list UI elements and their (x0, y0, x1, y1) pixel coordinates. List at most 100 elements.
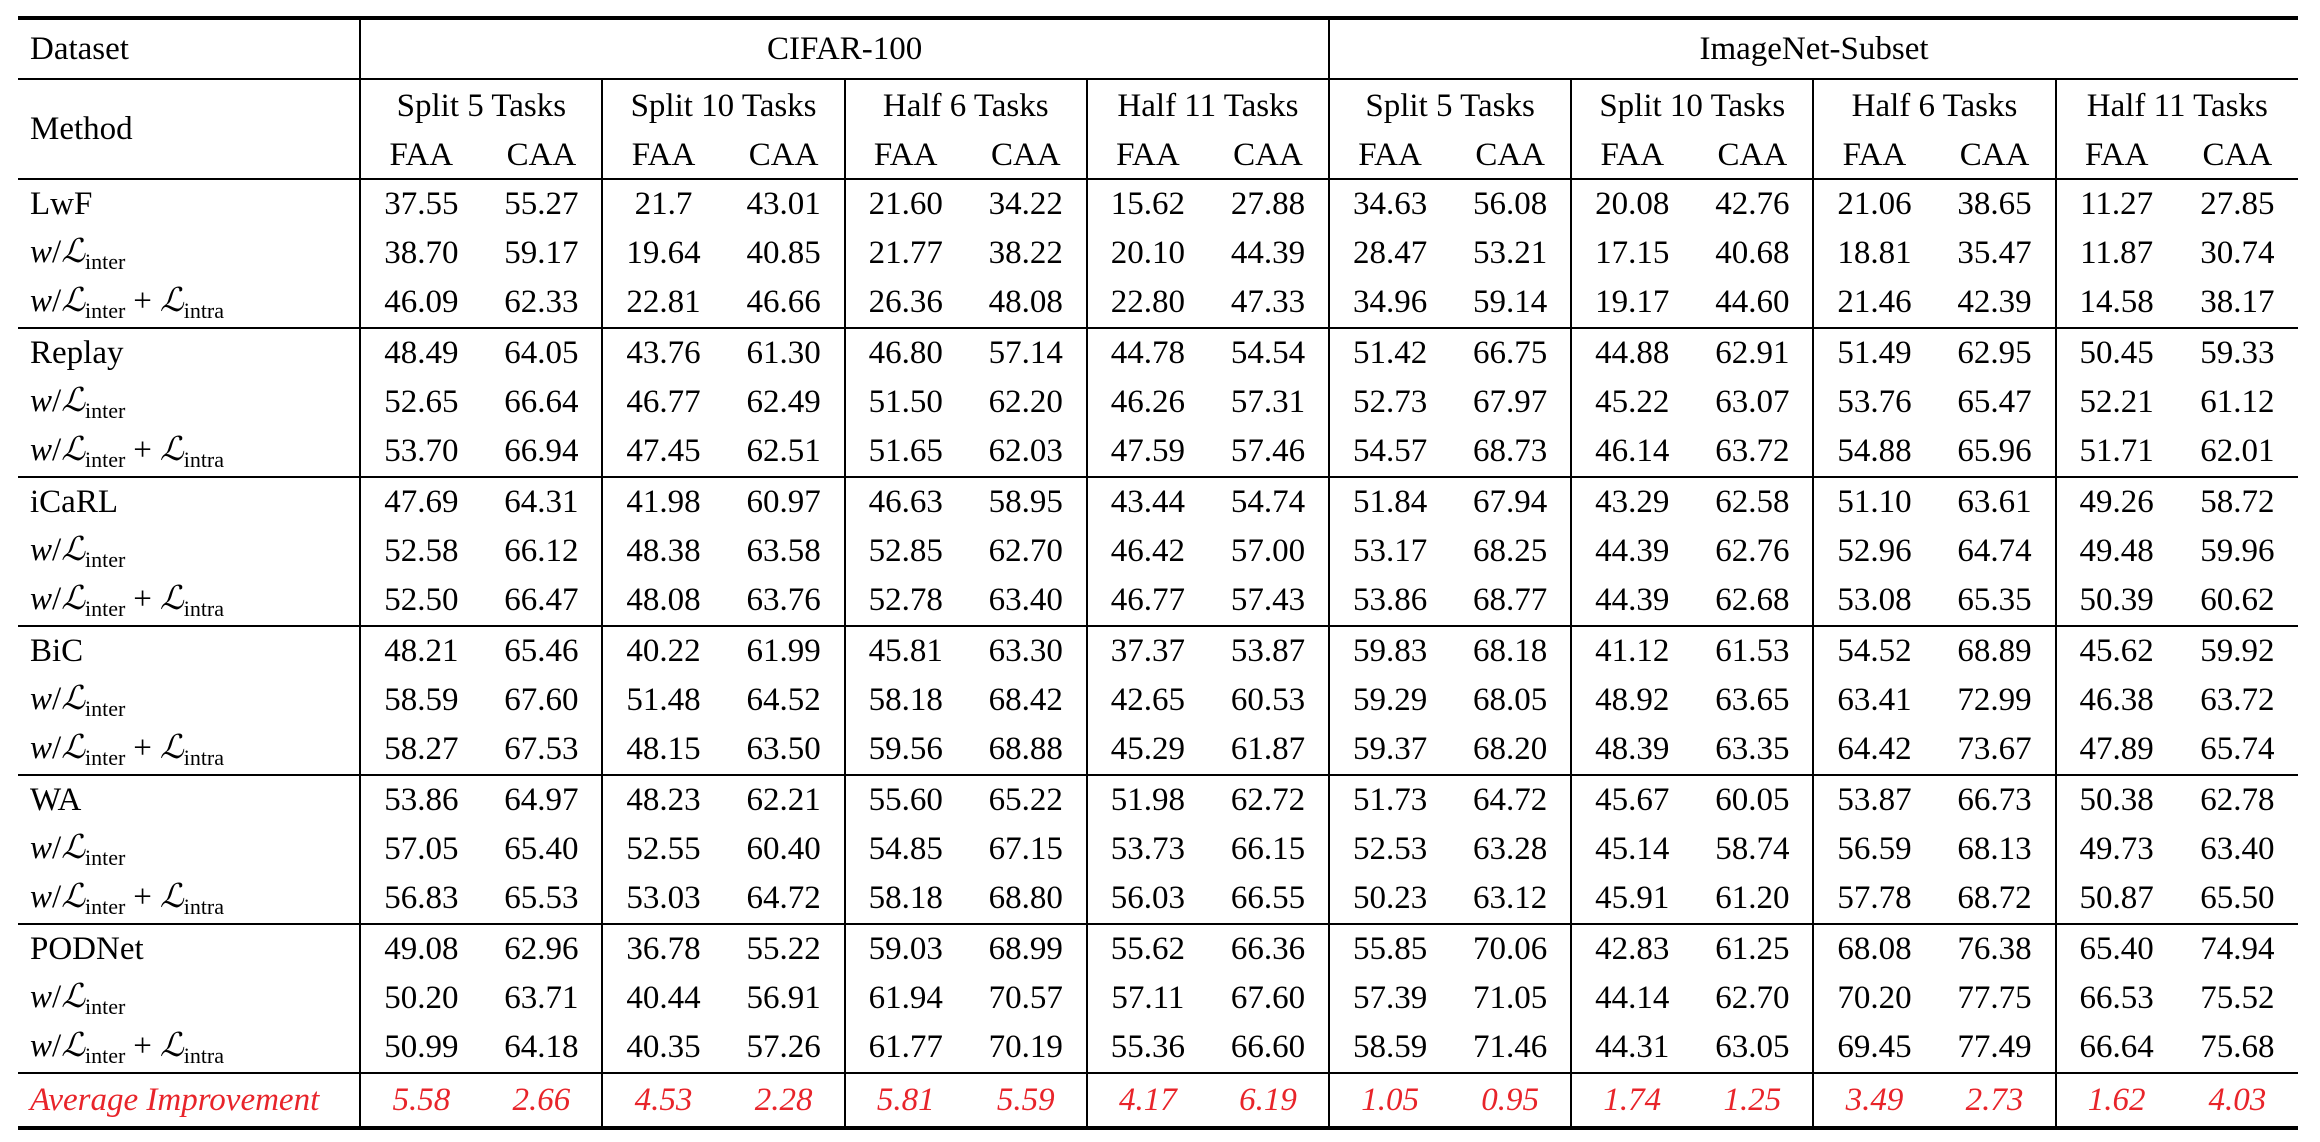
table-cell: 63.30 (965, 625, 1088, 676)
table-cell: 44.78 (1086, 327, 1208, 378)
loss-subscript-intra: intra (183, 894, 225, 919)
metric-header: CAA (481, 132, 604, 179)
variant-label: w/ℒinter + ℒintra (18, 576, 362, 626)
table-row: w/ℒinter 58.59 67.60 51.48 64.52 58.18 68.42 42… (18, 676, 2298, 725)
table-cell: 63.76 (723, 576, 846, 626)
table-cell: 50.99 (384, 1029, 459, 1065)
table-cell: 62.20 (965, 378, 1088, 427)
metric-header: CAA (1450, 132, 1573, 179)
table-cell: 19.64 (626, 235, 701, 271)
table-cell: 45.14 (1595, 831, 1670, 867)
table-cell: 58.95 (965, 476, 1088, 527)
table-cell: 50.23 (1352, 880, 1428, 916)
table-cell: 47.33 (1207, 278, 1331, 328)
loss-subscript-intra: intra (183, 596, 225, 621)
table-cell: 64.05 (481, 327, 604, 378)
table-cell: 46.42 (1110, 533, 1186, 569)
table-cell: 67.15 (965, 825, 1088, 874)
table-cell: 28.47 (1352, 235, 1428, 271)
table-cell: 62.72 (1207, 774, 1331, 825)
table-cell: 62.70 (965, 527, 1088, 576)
loss-term-intra: ℒintra (159, 578, 224, 620)
table-cell: 46.77 (626, 384, 701, 420)
average-improvement-value: 4.17 (1086, 1072, 1208, 1128)
table-cell: 50.20 (384, 980, 459, 1016)
table-cell: 65.22 (965, 774, 1088, 825)
split-header: Half 6 Tasks (844, 78, 1088, 132)
variant-slash: / (52, 681, 62, 717)
table-row: w/ℒinter + ℒintra 52.50 66.47 48.08 63.76 52.78… (18, 576, 2298, 626)
table-row: iCaRL 47.69 64.31 41.98 60.97 46.63 58.95 43.44… (18, 476, 2298, 527)
table-cell: 55.85 (1329, 923, 1451, 974)
table-cell: 68.08 (1813, 923, 1935, 974)
table-row: w/ℒinter 50.20 63.71 40.44 56.91 61.94 70.57 57… (18, 974, 2298, 1023)
variant-plus: + (133, 432, 152, 468)
table-cell: 65.35 (1934, 576, 2057, 626)
loss-subscript-inter: inter (84, 894, 126, 919)
table-cell: 59.92 (2176, 625, 2298, 676)
table-cell: 70.19 (965, 1023, 1088, 1073)
table-cell: 75.68 (2200, 1029, 2275, 1065)
average-improvement-value: 5.58 (360, 1072, 482, 1128)
table-cell: 62.76 (1692, 527, 1815, 576)
table-cell: 50.45 (2055, 327, 2177, 378)
table-cell: 40.22 (602, 625, 724, 676)
loss-symbol: ℒ (61, 976, 85, 1015)
table-cell: 53.17 (1352, 533, 1428, 569)
loss-symbol: ℒ (159, 578, 184, 617)
loss-subscript-intra: intra (183, 745, 225, 770)
average-improvement-value: 1.25 (1692, 1072, 1815, 1128)
table-cell: 55.62 (1086, 923, 1208, 974)
table-cell: 55.36 (1110, 1029, 1186, 1065)
variant-w: w (30, 581, 53, 617)
table-cell: 62.58 (1692, 476, 1815, 527)
table-cell: 48.49 (360, 327, 482, 378)
loss-symbol: ℒ (61, 727, 85, 766)
variant-w: w (30, 730, 53, 766)
table-cell: 64.52 (723, 676, 846, 725)
table-cell: 20.08 (1571, 178, 1693, 229)
table-cell: 54.54 (1207, 327, 1331, 378)
loss-subscript-inter: inter (84, 398, 126, 423)
table-cell: 63.65 (1692, 676, 1815, 725)
table-cell: 63.72 (2200, 682, 2275, 718)
table-cell: 59.17 (481, 229, 604, 278)
table-cell: 44.88 (1571, 327, 1693, 378)
variant-label: w/ℒinter (18, 378, 362, 427)
metric-header: FAA (389, 136, 454, 173)
table-cell: 52.50 (384, 582, 459, 618)
loss-symbol: ℒ (61, 280, 85, 319)
table-cell: 48.39 (1595, 731, 1670, 767)
table-cell: 65.96 (1934, 427, 2057, 477)
table-cell: 57.14 (965, 327, 1088, 378)
table-cell: 59.37 (1352, 731, 1428, 767)
variant-slash: / (52, 234, 62, 270)
table-cell: 53.87 (1813, 774, 1935, 825)
method-name: LwF (18, 178, 362, 229)
table-cell: 38.70 (384, 235, 459, 271)
table-cell: 66.73 (1934, 774, 2057, 825)
table-row: w/ℒinter + ℒintra 56.83 65.53 53.03 64.72 58.18… (18, 874, 2298, 924)
variant-w: w (30, 1028, 53, 1064)
variant-label: w/ℒinter (18, 229, 362, 278)
variant-plus: + (133, 283, 152, 319)
table-row: w/ℒinter + ℒintra 46.09 62.33 22.81 46.66 26.36… (18, 278, 2298, 328)
table-cell: 66.36 (1207, 923, 1331, 974)
variant-plus: + (133, 879, 152, 915)
table-cell: 59.96 (2200, 533, 2275, 569)
metric-header: FAA (1600, 136, 1665, 173)
table-cell: 51.71 (2079, 433, 2154, 469)
table-cell: 37.55 (360, 178, 482, 229)
table-cell: 38.22 (965, 229, 1088, 278)
loss-term-inter: ℒinter (61, 532, 125, 571)
table-cell: 58.59 (1352, 1029, 1428, 1065)
loss-term-intra: ℒintra (160, 730, 224, 769)
table-cell: 64.18 (481, 1023, 604, 1073)
table-cell: 64.31 (481, 476, 604, 527)
variant-w: w (30, 234, 53, 270)
table-cell: 42.83 (1571, 923, 1693, 974)
loss-subscript-inter: inter (84, 298, 126, 323)
variant-slash: / (52, 532, 62, 568)
variant-w: w (30, 830, 53, 866)
table-cell: 50.38 (2055, 774, 2177, 825)
